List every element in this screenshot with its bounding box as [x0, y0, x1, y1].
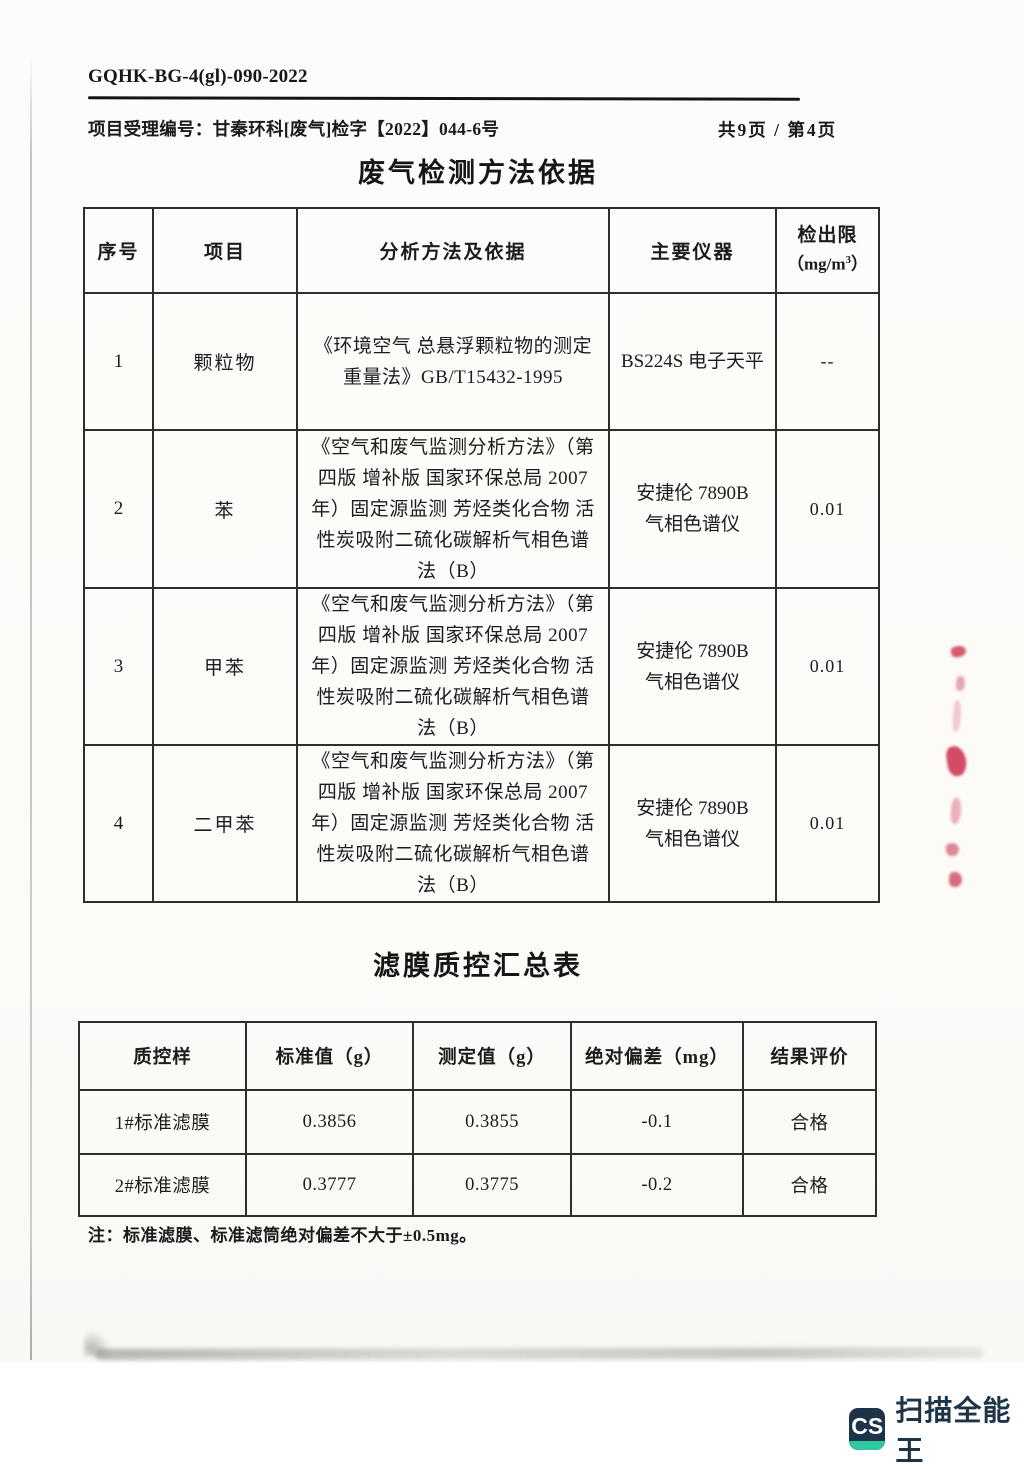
cell-deviation: -0.2	[570, 1153, 744, 1217]
cell-measured: 0.3775	[412, 1153, 572, 1217]
stamp-bleed-mark	[949, 797, 963, 825]
method-table-row: 4 二甲苯 《空气和废气监测分析方法》（第 四版 增补版 国家环保总局 2007…	[83, 744, 880, 903]
qc-header-sample: 质控样	[78, 1021, 247, 1091]
acceptance-number: 项目受理编号：甘秦环科[废气]检字【2022】044-6号	[88, 119, 500, 139]
cell-result: 合格	[742, 1089, 877, 1155]
cell-sample: 1#标准滤膜	[78, 1089, 247, 1155]
cell-standard: 0.3777	[245, 1153, 414, 1217]
cell-instrument: BS224S 电子天平	[608, 292, 777, 431]
unit-suffix: ）	[851, 254, 869, 274]
unit-prefix: （mg/m	[786, 254, 846, 274]
cell-result: 合格	[742, 1153, 877, 1217]
qc-table-title: 滤膜质控汇总表	[373, 951, 583, 981]
method-table-row: 2 苯 《空气和废气监测分析方法》（第 四版 增补版 国家环保总局 2007 年…	[83, 429, 880, 589]
cell-no: 2	[83, 429, 154, 589]
doc-code: GQHK-BG-4(gl)-090-2022	[88, 66, 308, 87]
cell-item: 二甲苯	[152, 744, 298, 903]
scanned-page: GQHK-BG-4(gl)-090-2022 项目受理编号：甘秦环科[废气]检字…	[0, 0, 1024, 1362]
camscanner-badge-icon: CS	[849, 1408, 886, 1450]
cell-no: 1	[83, 292, 154, 431]
cell-instrument: 安捷伦 7890B 气相色谱仪	[608, 587, 777, 746]
page-corner-shadow	[84, 1330, 110, 1356]
page-indicator: 共9页 / 第4页	[718, 120, 838, 140]
cell-method: 《空气和废气监测分析方法》（第 四版 增补版 国家环保总局 2007 年）固定源…	[296, 587, 610, 746]
header-item: 项目	[152, 207, 298, 294]
stamp-bleed-mark	[948, 871, 963, 888]
scanner-app-name: 扫描全能王	[895, 1395, 1012, 1466]
cell-measured: 0.3855	[412, 1089, 572, 1155]
method-table-title: 废气检测方法依据	[358, 158, 598, 188]
unit-superscript: 3	[845, 254, 852, 267]
detection-limit-label: 检出限	[797, 225, 858, 247]
stamp-bleed-mark	[951, 699, 963, 733]
stamp-bleed-mark	[950, 644, 967, 659]
page-bottom-shadow	[94, 1347, 984, 1360]
cell-standard: 0.3856	[245, 1089, 414, 1155]
cell-detection-limit: 0.01	[775, 587, 880, 746]
header-instrument: 主要仪器	[608, 207, 777, 294]
stamp-bleed-mark	[944, 744, 969, 778]
qc-header-measured: 测定值（g）	[412, 1021, 572, 1091]
page-left-edge	[30, 52, 32, 1360]
qc-header-result: 结果评价	[742, 1021, 877, 1091]
cs-badge-teal-strip	[849, 1441, 886, 1450]
cell-no: 4	[83, 744, 154, 903]
cell-detection-limit: 0.01	[775, 744, 880, 903]
qc-table: 质控样 标准值（g） 测定值（g） 绝对偏差（mg） 结果评价 1#标准滤膜 0…	[78, 1021, 877, 1217]
header-method: 分析方法及依据	[296, 207, 610, 294]
cs-badge-label: CS	[851, 1412, 884, 1439]
header-detection-limit: 检出限 （mg/m3）	[775, 207, 880, 294]
footer-note: 注：标准滤膜、标准滤筒绝对偏差不大于±0.5mg。	[88, 1226, 477, 1245]
cell-item: 颗粒物	[152, 292, 298, 431]
cell-method: 《环境空气 总悬浮颗粒物的测定 重量法》GB/T15432-1995	[296, 292, 610, 431]
cell-detection-limit: --	[775, 292, 880, 431]
cell-deviation: -0.1	[570, 1089, 744, 1155]
cell-method: 《空气和废气监测分析方法》（第 四版 增补版 国家环保总局 2007 年）固定源…	[296, 744, 610, 903]
qc-header-standard: 标准值（g）	[245, 1021, 414, 1091]
qc-table-header-row: 质控样 标准值（g） 测定值（g） 绝对偏差（mg） 结果评价	[78, 1021, 877, 1091]
cell-detection-limit: 0.01	[775, 429, 880, 589]
cell-instrument: 安捷伦 7890B 气相色谱仪	[608, 744, 777, 903]
detection-limit-unit: （mg/m3）	[781, 248, 874, 277]
cell-item: 甲苯	[152, 587, 298, 746]
cell-no: 3	[83, 587, 154, 746]
qc-table-row: 1#标准滤膜 0.3856 0.3855 -0.1 合格	[78, 1089, 877, 1155]
header-no: 序号	[83, 207, 154, 294]
cell-sample: 2#标准滤膜	[78, 1153, 247, 1217]
cell-method: 《空气和废气监测分析方法》（第 四版 增补版 国家环保总局 2007 年）固定源…	[296, 429, 610, 589]
method-table-header-row: 序号 项目 分析方法及依据 主要仪器 检出限 （mg/m3）	[83, 207, 880, 294]
method-table: 序号 项目 分析方法及依据 主要仪器 检出限 （mg/m3） 1 颗粒物 《环境…	[83, 207, 880, 903]
header-rule	[87, 96, 801, 101]
camscanner-logo: CS 扫描全能王	[849, 1389, 1024, 1469]
method-table-row: 3 甲苯 《空气和废气监测分析方法》（第 四版 增补版 国家环保总局 2007 …	[83, 587, 880, 746]
stamp-bleed-mark	[955, 675, 966, 692]
method-table-row: 1 颗粒物 《环境空气 总悬浮颗粒物的测定 重量法》GB/T15432-1995…	[83, 292, 880, 431]
qc-header-deviation: 绝对偏差（mg）	[570, 1021, 744, 1091]
stamp-bleed-mark	[945, 842, 960, 857]
qc-table-row: 2#标准滤膜 0.3777 0.3775 -0.2 合格	[78, 1153, 877, 1217]
cell-item: 苯	[152, 429, 298, 589]
cell-instrument: 安捷伦 7890B 气相色谱仪	[608, 429, 777, 589]
